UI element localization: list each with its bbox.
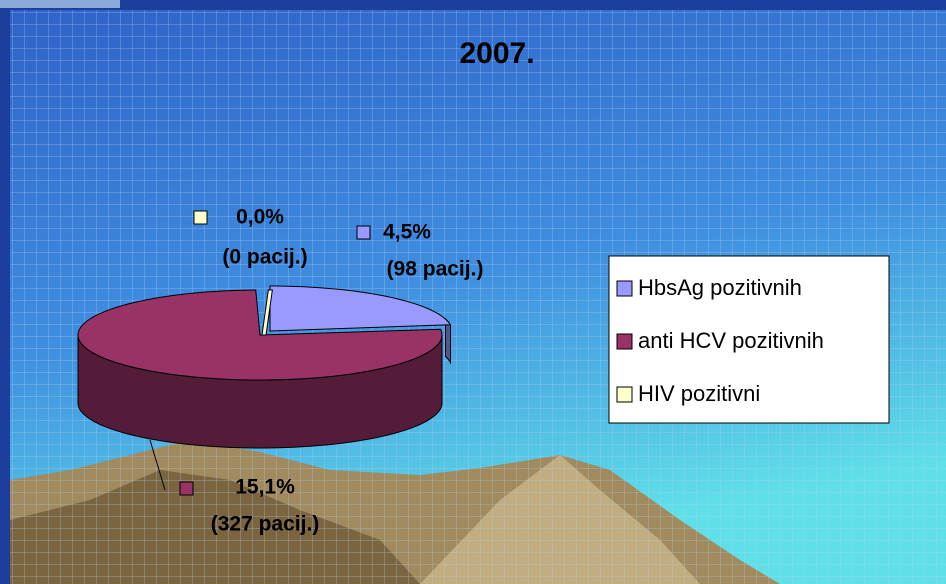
value-label: 4,5% <box>383 221 431 244</box>
slice-side <box>446 319 451 363</box>
count-label: (0 pacij.) <box>222 246 307 269</box>
legend-swatch <box>617 387 632 402</box>
value-label: 0,0% <box>236 206 284 229</box>
count-label: (327 pacij.) <box>211 513 320 536</box>
frame-strip <box>0 0 120 8</box>
legend-label: HIV pozitivni <box>638 381 760 406</box>
legend-swatch <box>617 334 632 349</box>
label-swatch <box>180 482 193 495</box>
slide: 2007. 4,5% (98 pacij.) 15,1% (327 pacij.) 0,… <box>0 0 946 584</box>
label-swatch <box>194 211 207 224</box>
label-swatch <box>357 226 370 239</box>
legend-label: HbsAg pozitivnih <box>638 275 802 300</box>
legend-label: anti HCV pozitivnih <box>638 328 824 353</box>
chart-title: 2007. <box>459 37 534 70</box>
legend-swatch <box>617 281 632 296</box>
value-label: 15,1% <box>235 476 295 499</box>
count-label: (98 pacij.) <box>387 258 484 281</box>
